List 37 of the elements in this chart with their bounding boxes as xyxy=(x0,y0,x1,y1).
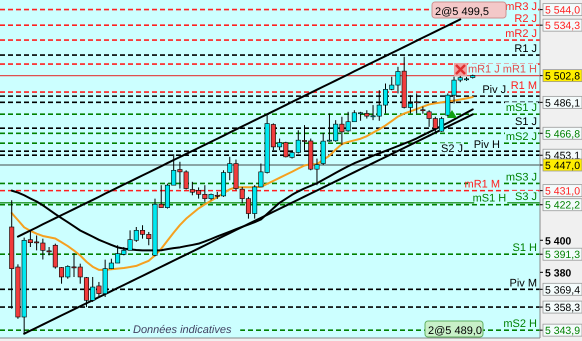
ref-line-label: Piv H xyxy=(474,139,500,152)
y-tick-label: 5 380 xyxy=(545,267,572,280)
ref-line-label: mS2 J xyxy=(506,131,537,144)
y-tick-label: 5 544,0 xyxy=(545,4,580,17)
ref-line-label: mS1 J xyxy=(506,102,537,114)
ref-line-label: Piv J xyxy=(482,84,506,96)
ref-line-label: mR3 J xyxy=(505,1,537,13)
ref-line-label: mS3 J xyxy=(506,171,537,184)
ref-line-label: mS2 H xyxy=(503,318,538,330)
y-tick-label: 5 453,1 xyxy=(545,150,580,162)
y-tick-label: 5 431,0 xyxy=(545,186,580,198)
y-tick-label: 5 534,3 xyxy=(545,20,580,32)
ref-line-label: mR2 J xyxy=(505,28,537,40)
annotation: 2@5 489,0 xyxy=(428,325,482,337)
ref-line-label: mR1 J mR1 H xyxy=(468,64,538,76)
y-tick-label: 5 466,8 xyxy=(545,128,580,140)
y-tick-label: 5 502,8 xyxy=(545,70,580,83)
ref-line-label: R1 J xyxy=(514,43,537,56)
annotation: 2@5 499,5 xyxy=(435,6,489,18)
y-tick-label: 5 343,9 xyxy=(545,325,580,338)
ref-line-label: S3 J xyxy=(514,190,537,203)
ref-line-label: Piv M xyxy=(510,277,537,290)
y-tick-label: 5 447,0 xyxy=(545,160,580,172)
ref-line-label: mS1 H xyxy=(472,192,506,205)
y-tick-label: 5 391,3 xyxy=(545,249,580,262)
annotation: Données indicatives xyxy=(133,324,232,336)
ref-line-label: R2 J xyxy=(514,13,537,26)
y-tick-label: 5 422,2 xyxy=(545,200,580,212)
ref-line-label: S1 J xyxy=(514,116,537,128)
ref-line-label: S1 H xyxy=(512,242,538,254)
y-tick-label: 5 358,3 xyxy=(545,302,580,314)
y-tick-label: 5 486,1 xyxy=(545,97,580,110)
ref-line-label: mR1 M xyxy=(464,178,500,191)
ref-line-label: R1 M xyxy=(510,80,537,92)
ref-line-label: S2 J xyxy=(440,143,463,156)
y-tick-label: 5 400 xyxy=(545,235,572,248)
y-tick-label: 5 369,4 xyxy=(545,284,580,296)
